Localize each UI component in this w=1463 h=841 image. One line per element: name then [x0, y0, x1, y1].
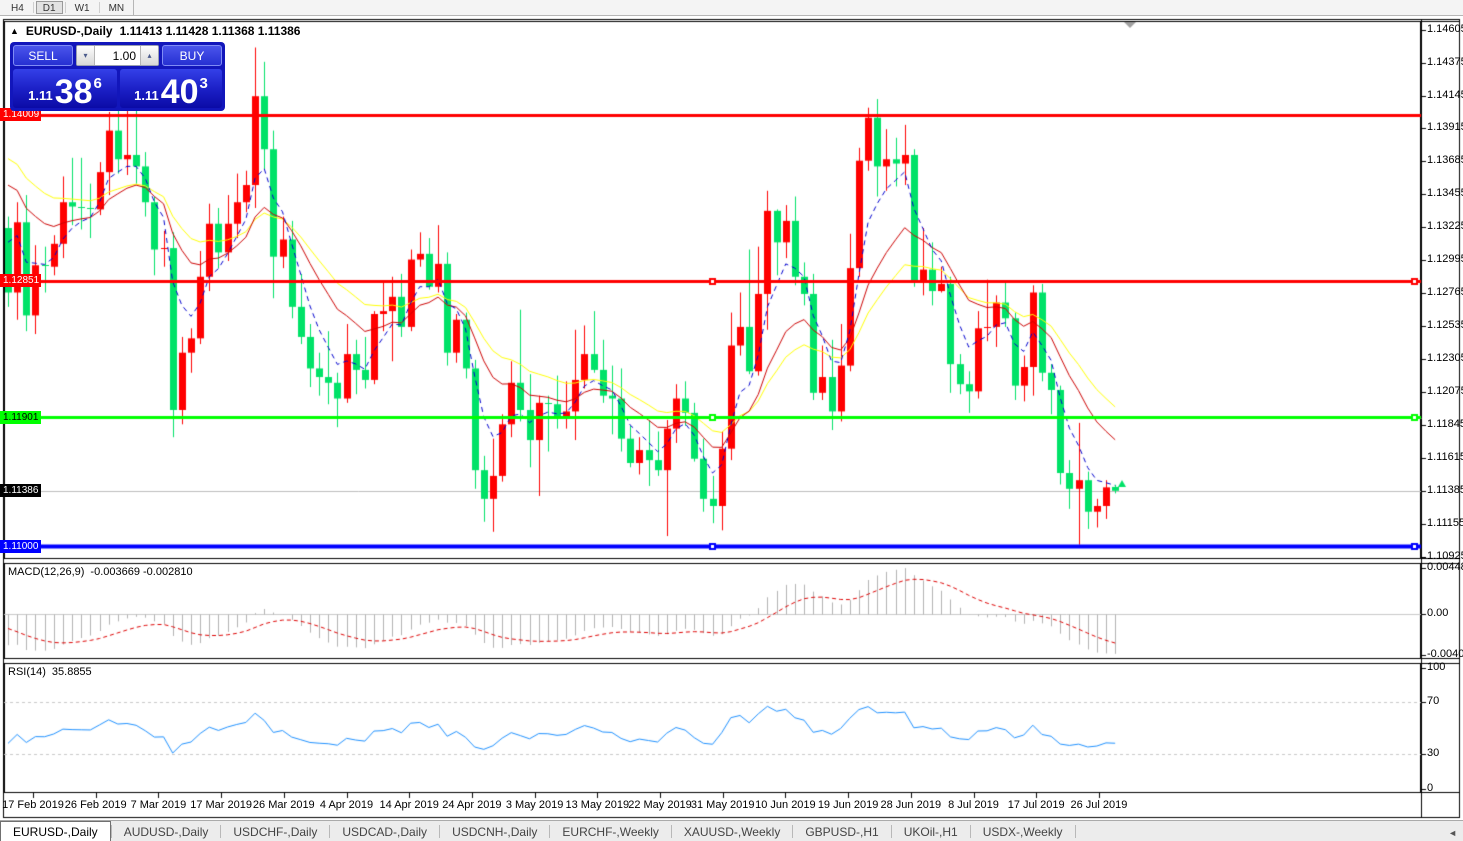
price-axis-label: 1.13455: [1427, 187, 1463, 200]
price-axis-label: 1.12535: [1427, 319, 1463, 332]
tab-usdcnh-daily[interactable]: USDCNH-,Daily: [452, 825, 538, 839]
macd-name: MACD(12,26,9): [8, 566, 85, 578]
price-axis-label: 1.12305: [1427, 352, 1463, 365]
date-axis-label: 14 Apr 2019: [379, 799, 439, 811]
rsi-name: RSI(14): [8, 666, 46, 678]
macd-axis-label: 0.004482: [1427, 561, 1463, 573]
tab-gbpusd-h1[interactable]: GBPUSD-,H1: [805, 825, 879, 839]
sell-price-point: 6: [93, 75, 102, 92]
tab-eurchf-weekly[interactable]: EURCHF-,Weekly: [562, 825, 659, 839]
date-axis-label: 13 May 2019: [565, 799, 630, 811]
macd-indicator-label: MACD(12,26,9) -0.003669 -0.002810: [8, 566, 193, 578]
date-axis-label: 17 Jul 2019: [1007, 799, 1065, 811]
date-axis-label: 3 May 2019: [505, 799, 564, 811]
tab-scroll-left-icon[interactable]: ◄: [1448, 828, 1457, 838]
sell-price-display[interactable]: 1.11 38 6: [13, 69, 117, 112]
macd-values: -0.003669 -0.002810: [90, 566, 193, 578]
price-axis-label: 1.14145: [1427, 88, 1463, 101]
price-axis-label: 1.11845: [1427, 418, 1463, 431]
tab-eurusd-daily[interactable]: EURUSD-,Daily: [0, 821, 111, 841]
tab-separator: [439, 825, 441, 838]
sell-price-prefix: 1.11: [28, 88, 53, 103]
rsi-axis-label: 70: [1427, 695, 1440, 707]
tab-separator: [670, 825, 672, 838]
tab-separator: [220, 825, 222, 838]
date-axis-label: 4 Apr 2019: [319, 799, 374, 811]
price-axis-label: 1.13225: [1427, 220, 1463, 233]
date-axis-label: 22 May 2019: [628, 799, 692, 811]
price-axis-label: 1.13915: [1427, 121, 1463, 134]
tab-xauusd-weekly[interactable]: XAUUSD-,Weekly: [683, 825, 781, 839]
date-axis-label: 7 Mar 2019: [130, 799, 187, 811]
price-axis-label: 1.11615: [1427, 450, 1463, 463]
price-axis-label: 1.11155: [1427, 516, 1463, 529]
date-axis-label: 10 Jun 2019: [755, 799, 816, 811]
rsi-axis-label: 30: [1427, 747, 1440, 759]
rsi-indicator-label: RSI(14) 35.8855: [8, 666, 92, 678]
macd-axis-label: -0.004057: [1427, 648, 1463, 660]
tab-usdx-weekly[interactable]: USDX-,Weekly: [982, 825, 1063, 839]
price-axis-label: 1.14605: [1427, 22, 1463, 35]
tab-ukoil-h1[interactable]: UKOil-,H1: [903, 825, 958, 839]
rsi-axis-label: 0: [1427, 782, 1434, 794]
hline-price-tag: 1.12851: [0, 274, 41, 288]
date-axis-label: 17 Mar 2019: [190, 799, 252, 811]
tab-separator: [549, 825, 551, 838]
price-axis-label: 1.11385: [1427, 483, 1463, 496]
buy-price-point: 3: [199, 75, 208, 92]
tab-audusd-daily[interactable]: AUDUSD-,Daily: [123, 825, 209, 839]
rsi-value: 35.8855: [51, 666, 92, 678]
rsi-axis-label: 100: [1427, 661, 1446, 673]
tab-separator: [1074, 825, 1076, 838]
date-axis-label: 17 Feb 2019: [2, 799, 64, 811]
price-axis-label: 1.13685: [1427, 154, 1463, 167]
tab-separator: [969, 825, 971, 838]
symbol-tab-bar: EURUSD-,Daily AUDUSD-,Daily USDCHF-,Daily U…: [0, 820, 1463, 841]
ohlc-values: 1.11413 1.11428 1.11368 1.11386: [119, 24, 301, 38]
hline-price-tag: 1.11000: [0, 539, 41, 553]
buy-button[interactable]: BUY: [162, 45, 222, 66]
price-axis-label: 1.14375: [1427, 55, 1463, 68]
date-axis-label: 31 May 2019: [690, 799, 755, 811]
volume-decrease-button[interactable]: ▾: [77, 46, 95, 65]
sell-button[interactable]: SELL: [13, 45, 73, 66]
volume-increase-button[interactable]: ▴: [140, 46, 158, 65]
buy-price-display[interactable]: 1.11 40 3: [120, 69, 222, 112]
date-axis-label: 26 Mar 2019: [252, 799, 315, 811]
buy-price-prefix: 1.11: [134, 88, 159, 103]
collapse-icon[interactable]: ▲: [10, 26, 19, 36]
date-axis-label: 28 Jun 2019: [880, 799, 942, 811]
volume-input[interactable]: [95, 46, 140, 65]
price-axis-label: 1.10925: [1427, 549, 1463, 562]
date-axis-label: 24 Apr 2019: [442, 799, 502, 811]
date-axis-label: 8 Jul 2019: [948, 799, 999, 811]
tab-separator: [329, 825, 331, 838]
date-axis-label: 26 Jul 2019: [1070, 799, 1128, 811]
price-axis-label: 1.12765: [1427, 286, 1463, 299]
price-axis-label: 1.12075: [1427, 385, 1463, 398]
macd-axis-label: 0.00: [1427, 606, 1449, 619]
sell-price-pips: 38: [54, 73, 93, 112]
date-axis-label: 26 Feb 2019: [64, 799, 127, 811]
tab-separator: [110, 825, 112, 838]
tab-separator: [890, 825, 892, 838]
tab-usdchf-daily[interactable]: USDCHF-,Daily: [233, 825, 318, 839]
tab-usdcad-daily[interactable]: USDCAD-,Daily: [342, 825, 428, 839]
buy-price-pips: 40: [160, 73, 199, 112]
current-price-tag: 1.11386: [0, 484, 41, 498]
volume-spinner: ▾ ▴: [76, 45, 159, 66]
hline-price-tag: 1.14009: [0, 108, 41, 122]
tab-separator: [792, 825, 794, 838]
symbol-label: EURUSD-,Daily: [25, 24, 113, 38]
chart-ohlc-header: ▲ EURUSD-,Daily 1.11413 1.11428 1.11368 …: [10, 24, 300, 38]
price-axis-label: 1.12995: [1427, 253, 1463, 266]
hline-price-tag: 1.11901: [0, 410, 41, 424]
date-axis-label: 19 Jun 2019: [817, 799, 879, 811]
